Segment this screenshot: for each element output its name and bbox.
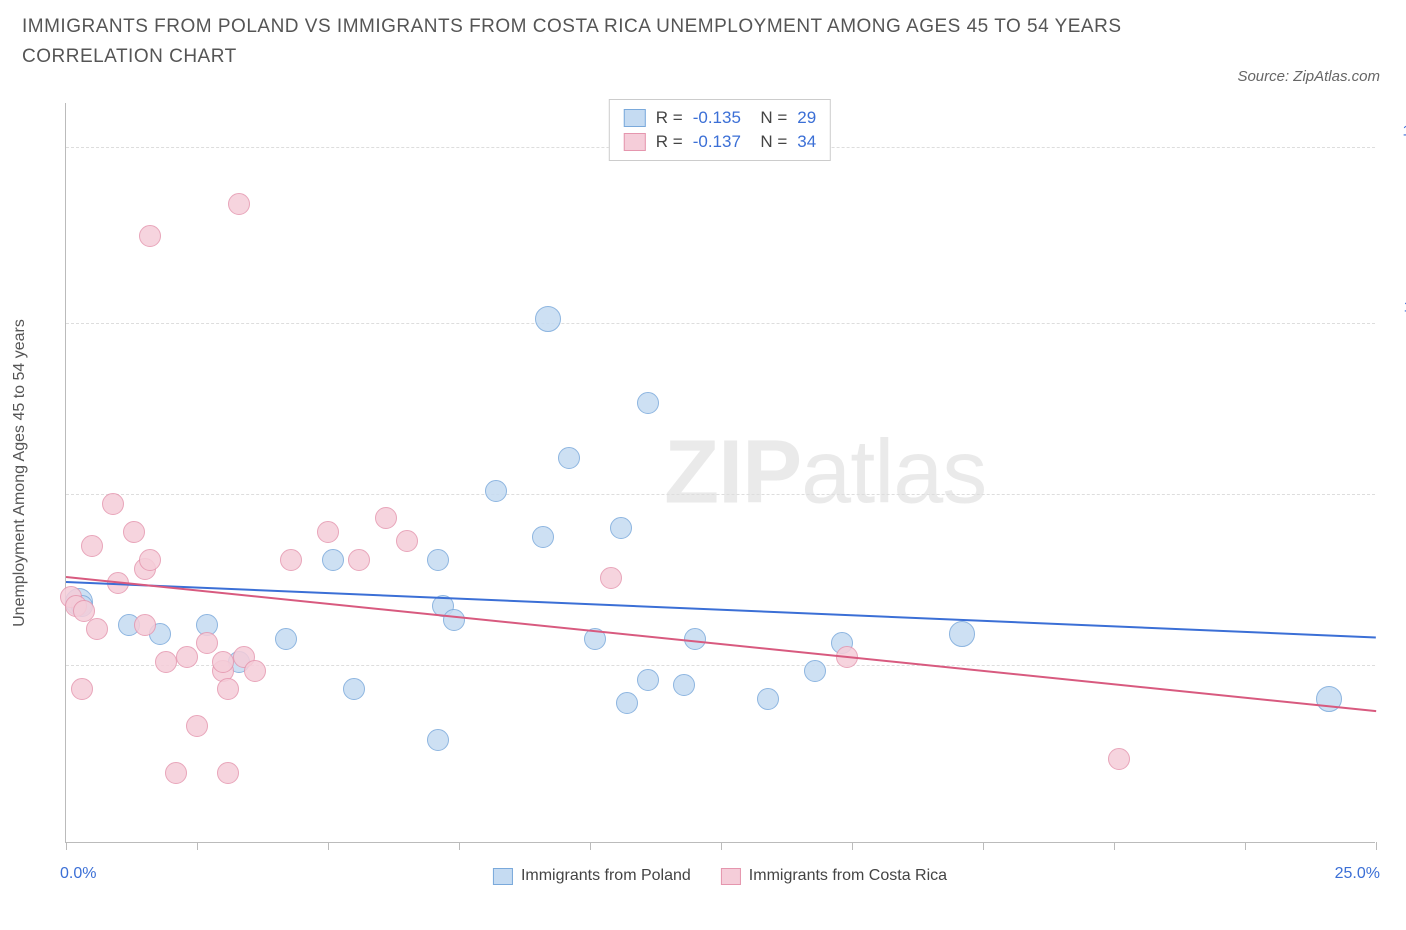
series-legend: Immigrants from Poland Immigrants from Co… (493, 867, 947, 885)
data-point (102, 493, 124, 515)
data-point (673, 674, 695, 696)
data-point (396, 530, 418, 552)
data-point (375, 507, 397, 529)
data-point (427, 729, 449, 751)
legend-n-label: N = (751, 108, 787, 128)
y-tick-label: 3.8% (1385, 641, 1406, 658)
correlation-legend: R = -0.135 N = 29R = -0.137 N = 34 (609, 99, 831, 161)
legend-r-label: R = (656, 108, 683, 128)
legend-row: R = -0.137 N = 34 (624, 130, 816, 154)
x-tick (590, 842, 591, 850)
data-point (637, 669, 659, 691)
data-point (196, 632, 218, 654)
data-point (637, 392, 659, 414)
data-point (86, 618, 108, 640)
data-point (275, 628, 297, 650)
data-point (757, 688, 779, 710)
data-point (443, 609, 465, 631)
data-point (535, 306, 561, 332)
data-point (532, 526, 554, 548)
x-tick (1245, 842, 1246, 850)
legend-swatch (624, 133, 646, 151)
legend-label: Immigrants from Poland (521, 867, 691, 885)
source-attribution: Source: ZipAtlas.com (1237, 68, 1380, 85)
x-tick (852, 842, 853, 850)
legend-r-value: -0.137 (693, 132, 741, 152)
data-point (217, 762, 239, 784)
legend-swatch (721, 868, 741, 885)
data-point (165, 762, 187, 784)
data-point (139, 225, 161, 247)
legend-swatch (493, 868, 513, 885)
data-point (322, 549, 344, 571)
y-tick-label: 7.5% (1385, 470, 1406, 487)
gridline (66, 323, 1375, 324)
data-point (212, 651, 234, 673)
x-axis-min-label: 0.0% (60, 865, 96, 883)
data-point (558, 447, 580, 469)
x-tick (459, 842, 460, 850)
chart-area: ZIPatlas 3.8%7.5%11.2%15.0% Unemployment… (65, 103, 1375, 843)
trendline (66, 576, 1376, 712)
data-point (155, 651, 177, 673)
data-point (616, 692, 638, 714)
plot-region: ZIPatlas 3.8%7.5%11.2%15.0% (65, 103, 1375, 843)
x-tick (66, 842, 67, 850)
data-point (1108, 748, 1130, 770)
data-point (600, 567, 622, 589)
data-point (343, 678, 365, 700)
trendline (66, 581, 1376, 638)
legend-item: Immigrants from Poland (493, 867, 691, 885)
y-tick-label: 15.0% (1385, 123, 1406, 140)
x-tick (1114, 842, 1115, 850)
legend-r-label: R = (656, 132, 683, 152)
x-tick (1376, 842, 1377, 850)
data-point (176, 646, 198, 668)
data-point (804, 660, 826, 682)
legend-swatch (624, 109, 646, 127)
data-point (123, 521, 145, 543)
chart-title: IMMIGRANTS FROM POLAND VS IMMIGRANTS FRO… (22, 12, 1186, 73)
legend-n-value: 29 (797, 108, 816, 128)
x-axis-max-label: 25.0% (1335, 865, 1380, 883)
data-point (134, 614, 156, 636)
x-tick (328, 842, 329, 850)
x-tick (721, 842, 722, 850)
data-point (139, 549, 161, 571)
data-point (427, 549, 449, 571)
data-point (71, 678, 93, 700)
x-tick (983, 842, 984, 850)
data-point (217, 678, 239, 700)
data-point (317, 521, 339, 543)
data-point (186, 715, 208, 737)
legend-label: Immigrants from Costa Rica (749, 867, 947, 885)
legend-item: Immigrants from Costa Rica (721, 867, 947, 885)
legend-n-value: 34 (797, 132, 816, 152)
data-point (348, 549, 370, 571)
x-tick (197, 842, 198, 850)
y-tick-label: 11.2% (1385, 299, 1406, 316)
watermark: ZIPatlas (664, 421, 986, 524)
data-point (280, 549, 302, 571)
legend-n-label: N = (751, 132, 787, 152)
data-point (244, 660, 266, 682)
data-point (684, 628, 706, 650)
legend-row: R = -0.135 N = 29 (624, 106, 816, 130)
legend-r-value: -0.135 (693, 108, 741, 128)
data-point (228, 193, 250, 215)
data-point (81, 535, 103, 557)
gridline (66, 494, 1375, 495)
y-axis-title: Unemployment Among Ages 45 to 54 years (11, 319, 29, 627)
data-point (485, 480, 507, 502)
data-point (949, 621, 975, 647)
data-point (610, 517, 632, 539)
